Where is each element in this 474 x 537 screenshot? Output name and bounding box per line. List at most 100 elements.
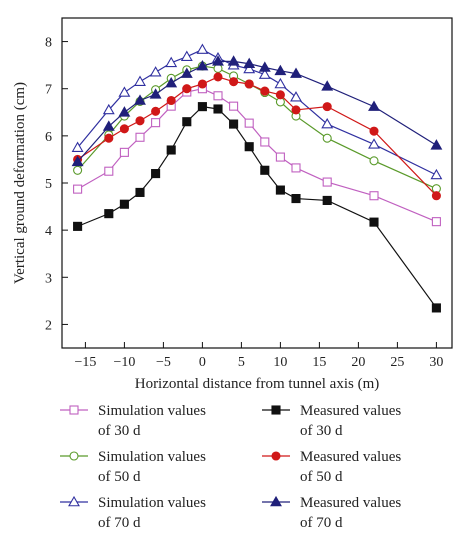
data-point bbox=[244, 79, 254, 89]
data-point bbox=[102, 120, 115, 131]
data-point bbox=[369, 217, 379, 227]
data-point bbox=[229, 77, 239, 87]
data-point bbox=[291, 194, 301, 204]
legend-marker bbox=[69, 405, 79, 415]
data-point bbox=[368, 100, 380, 111]
data-point bbox=[134, 75, 146, 86]
data-point bbox=[196, 43, 209, 54]
data-point bbox=[275, 90, 285, 100]
data-point bbox=[151, 118, 161, 128]
data-point bbox=[291, 105, 301, 115]
data-point bbox=[291, 163, 301, 173]
data-point bbox=[369, 126, 379, 136]
data-point bbox=[213, 104, 223, 114]
legend-label: of 70 d bbox=[300, 515, 343, 531]
data-point bbox=[197, 79, 207, 89]
legend-label: Measured values bbox=[300, 449, 401, 465]
legend-label: of 50 d bbox=[98, 469, 141, 485]
series-line bbox=[77, 60, 437, 163]
legend-label: Simulation values bbox=[98, 495, 206, 511]
data-point bbox=[260, 86, 270, 96]
data-point bbox=[430, 139, 443, 150]
data-point bbox=[102, 103, 115, 115]
data-point bbox=[149, 88, 162, 99]
data-point bbox=[71, 141, 84, 152]
data-point bbox=[258, 68, 271, 79]
legend-item: Simulation values of 30 d bbox=[60, 403, 206, 439]
y-tick-label: 6 bbox=[45, 130, 52, 145]
data-point bbox=[119, 199, 129, 209]
data-point bbox=[369, 156, 379, 166]
data-point bbox=[151, 169, 161, 179]
plot-frame bbox=[61, 17, 453, 349]
data-point bbox=[275, 185, 285, 195]
data-point bbox=[431, 191, 441, 201]
data-point bbox=[243, 57, 256, 69]
data-point bbox=[134, 94, 146, 105]
data-point bbox=[290, 91, 302, 102]
data-point bbox=[275, 152, 285, 162]
legend-label: Measured values bbox=[300, 403, 401, 419]
data-point bbox=[182, 117, 192, 127]
x-tick-label: 5 bbox=[238, 355, 245, 370]
data-point bbox=[229, 119, 239, 129]
data-point bbox=[118, 106, 131, 117]
data-point bbox=[322, 133, 332, 143]
x-tick-label: −10 bbox=[113, 355, 135, 370]
data-point bbox=[104, 133, 114, 143]
legend-label: of 70 d bbox=[98, 515, 141, 531]
data-point bbox=[149, 66, 162, 77]
legend-item: Simulation values of 50 d bbox=[60, 449, 206, 485]
legend-marker bbox=[271, 451, 281, 461]
data-point bbox=[368, 138, 380, 149]
data-point bbox=[165, 76, 178, 88]
x-tick-label: 25 bbox=[390, 355, 404, 370]
data-point bbox=[135, 116, 145, 126]
data-point bbox=[118, 86, 131, 97]
series-6 bbox=[71, 55, 443, 167]
x-tick-label: 20 bbox=[351, 355, 365, 370]
data-point bbox=[430, 168, 443, 180]
data-point bbox=[104, 166, 114, 176]
legend-label: of 50 d bbox=[300, 469, 343, 485]
data-point bbox=[431, 217, 441, 227]
data-point bbox=[227, 55, 240, 66]
data-point bbox=[104, 209, 114, 219]
data-point bbox=[135, 187, 145, 197]
data-point bbox=[274, 64, 287, 76]
data-point bbox=[212, 55, 224, 66]
legend-label: of 30 d bbox=[98, 423, 141, 439]
x-tick-label: 0 bbox=[199, 355, 206, 370]
data-point bbox=[213, 91, 223, 101]
data-point bbox=[180, 67, 193, 78]
data-point bbox=[274, 77, 287, 89]
legend-marker bbox=[69, 451, 79, 461]
x-tick-label: 10 bbox=[273, 355, 287, 370]
x-tick-label: −5 bbox=[156, 355, 171, 370]
y-tick-label: 5 bbox=[45, 177, 52, 192]
data-point bbox=[166, 95, 176, 106]
data-point bbox=[196, 59, 209, 71]
legend-label: Simulation values bbox=[98, 449, 206, 465]
data-point bbox=[71, 155, 84, 167]
data-point bbox=[290, 67, 302, 78]
data-point bbox=[73, 165, 83, 175]
data-point bbox=[244, 118, 254, 128]
series-line bbox=[77, 105, 437, 309]
x-tick-label: 15 bbox=[312, 355, 326, 370]
series-line bbox=[77, 88, 437, 223]
data-point bbox=[243, 62, 256, 74]
series-5 bbox=[73, 72, 441, 201]
data-point bbox=[119, 147, 129, 157]
legend-item: Simulation values of 70 d bbox=[60, 495, 206, 531]
data-point bbox=[119, 124, 129, 134]
x-axis-title: Horizontal distance from tunnel axis (m) bbox=[135, 376, 380, 392]
legend-label: Simulation values bbox=[98, 403, 206, 419]
x-tick-label: −15 bbox=[74, 355, 96, 370]
data-point bbox=[165, 56, 178, 68]
data-point bbox=[166, 145, 176, 155]
data-point bbox=[322, 195, 332, 205]
data-point bbox=[135, 132, 145, 142]
data-point bbox=[260, 137, 270, 147]
